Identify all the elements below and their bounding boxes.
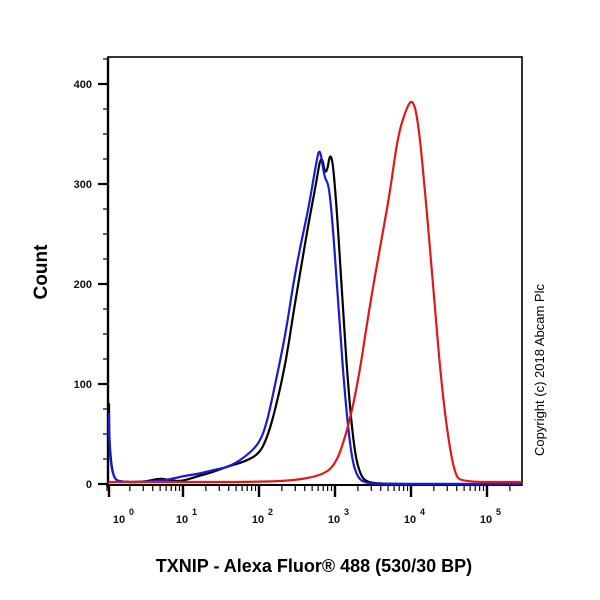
x-tick-label: 10 5 (480, 507, 501, 526)
y-axis-ticks: 0 100 200 300 400 (74, 58, 108, 491)
svg-text:10: 10 (404, 514, 416, 526)
svg-text:10: 10 (113, 514, 125, 526)
copyright-notice: Copyright (c) 2018 Abcam Plc (532, 284, 547, 456)
txnip-stained-red-curve (107, 100, 523, 484)
svg-text:5: 5 (496, 507, 501, 517)
isotype-control-black-curve (107, 155, 523, 486)
svg-text:4: 4 (420, 507, 425, 517)
x-axis-label: TXNIP - Alexa Fluor® 488 (530/30 BP) (156, 556, 472, 576)
y-tick-label: 400 (74, 79, 92, 91)
svg-text:3: 3 (344, 507, 349, 517)
svg-text:10: 10 (328, 514, 340, 526)
x-tick-label: 10 0 (113, 507, 134, 526)
svg-text:2: 2 (268, 507, 273, 517)
svg-text:10: 10 (252, 514, 264, 526)
x-axis-ticks: 10 0 10 1 10 2 10 3 10 4 10 5 (106, 485, 511, 526)
x-tick-label: 10 2 (252, 507, 273, 526)
svg-text:0: 0 (129, 507, 134, 517)
x-tick-label: 10 4 (404, 507, 425, 526)
series-layer (107, 100, 523, 486)
y-tick-label: 200 (74, 279, 92, 291)
x-tick-label: 10 3 (328, 507, 349, 526)
y-axis-label: Count (31, 244, 52, 300)
y-tick-label: 100 (74, 379, 92, 391)
svg-text:1: 1 (192, 507, 197, 517)
y-tick-label: 300 (74, 179, 92, 191)
y-tick-label: 0 (86, 479, 92, 491)
svg-text:10: 10 (176, 514, 188, 526)
svg-text:10: 10 (480, 514, 492, 526)
plot-frame (107, 56, 523, 486)
x-tick-label: 10 1 (176, 507, 197, 526)
unlabelled-control-blue-curve (107, 150, 523, 486)
